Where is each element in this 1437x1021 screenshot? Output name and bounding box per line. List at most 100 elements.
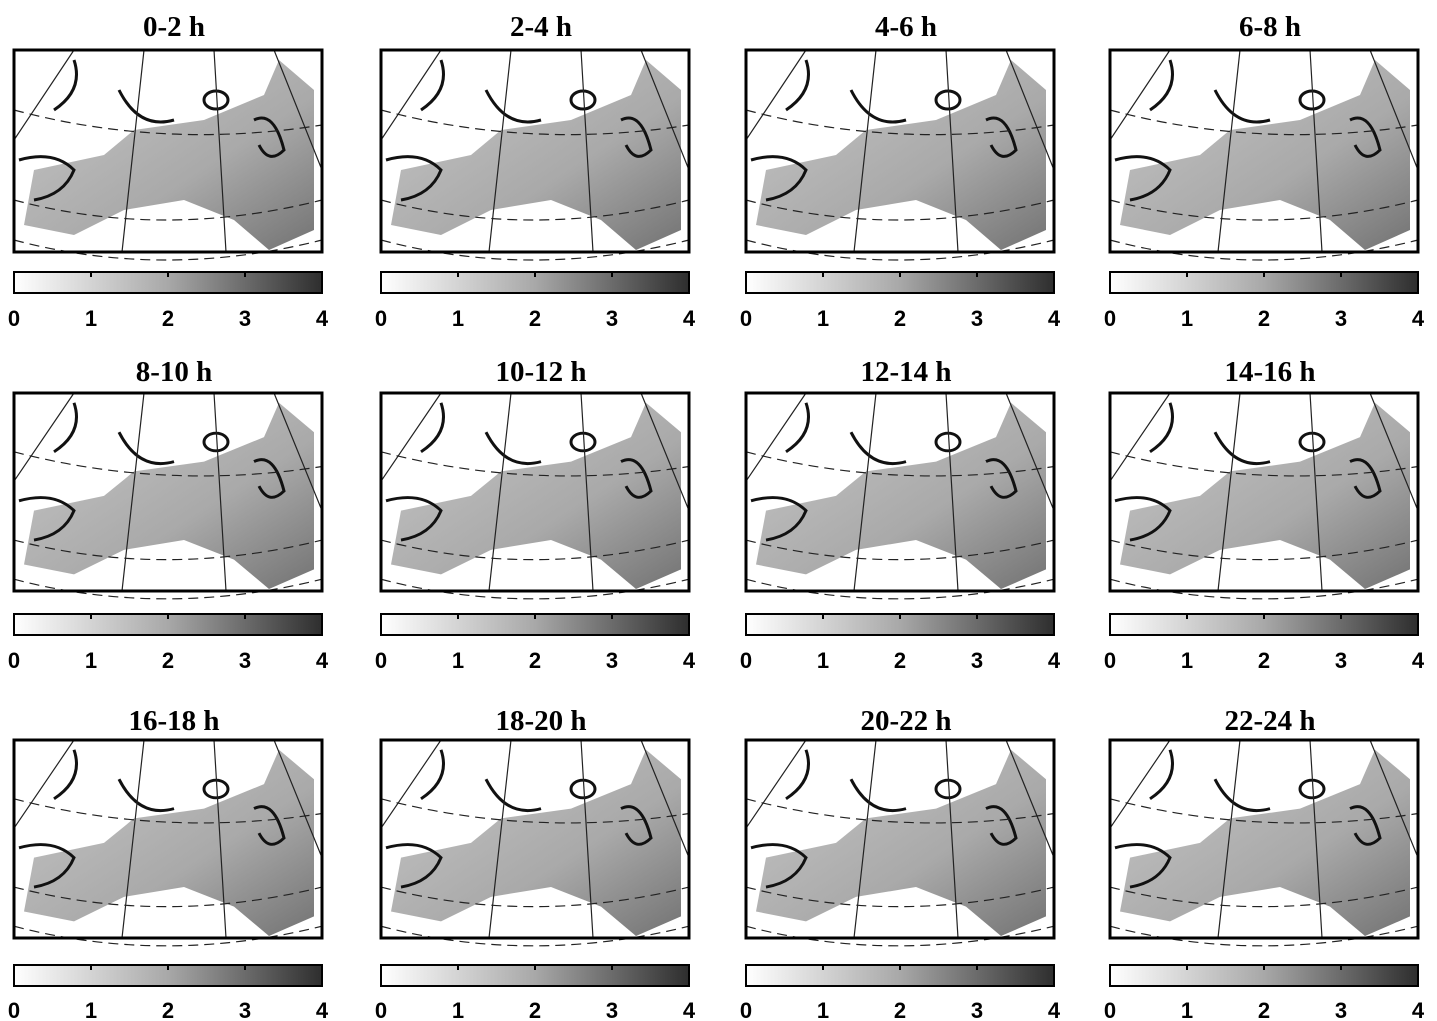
colorbar-tick-label: 0 <box>740 306 752 331</box>
map <box>14 740 322 947</box>
colorbar-tick-label: 0 <box>8 648 20 673</box>
colorbar-tick-label: 3 <box>971 648 983 673</box>
colorbar-tick-label: 0 <box>375 306 387 331</box>
map-frame <box>381 50 689 252</box>
colorbar-tick-label: 4 <box>1412 306 1425 331</box>
map <box>1109 739 1419 947</box>
lat-lines <box>1109 798 1419 947</box>
coastline <box>750 402 1018 542</box>
panel-title: 0-2 h <box>143 11 205 43</box>
map <box>13 392 323 600</box>
colorbar-tick-label: 1 <box>452 306 464 331</box>
coastline <box>385 749 653 889</box>
lat-lines <box>380 451 690 600</box>
coastline <box>1114 749 1382 889</box>
colorbar-tick-label: 2 <box>529 648 541 673</box>
map-frame <box>1110 50 1418 252</box>
colorbar-tick-label: 3 <box>1335 998 1347 1021</box>
panel-title: 12-14 h <box>860 356 951 388</box>
colorbar-tick-label: 1 <box>817 648 829 673</box>
panel: 12-14 h 0 1 2 3 4 <box>740 356 1061 673</box>
shaded-field <box>1120 60 1410 250</box>
colorbar-tick-label: 2 <box>162 306 174 331</box>
map <box>745 740 1055 947</box>
panel: 18-20 h 0 1 2 3 4 <box>375 705 696 1021</box>
meridians <box>13 49 323 253</box>
colorbar-tick-label: 4 <box>1048 648 1061 673</box>
colorbar-tick-label: 0 <box>1104 306 1116 331</box>
coastline <box>750 749 1018 889</box>
colorbar-tick-label: 3 <box>1335 648 1347 673</box>
panel-title: 2-4 h <box>510 11 572 43</box>
colorbar-tick-label: 0 <box>8 306 20 331</box>
map <box>381 740 689 947</box>
map-frame <box>746 50 1054 252</box>
meridians <box>745 49 1055 253</box>
shaded-field <box>1120 402 1410 590</box>
panel-title: 14-16 h <box>1224 356 1315 388</box>
lat-lines <box>13 451 323 600</box>
colorbar-tick-label: 0 <box>740 998 752 1021</box>
lat-lines <box>745 798 1055 947</box>
colorbar-tick-label: 1 <box>452 648 464 673</box>
colorbar-tick-label: 2 <box>1258 648 1270 673</box>
map-frame <box>1110 740 1418 938</box>
colorbar-tick-label: 1 <box>452 998 464 1021</box>
map <box>13 49 323 261</box>
coastline <box>385 59 653 202</box>
colorbar-tick-label: 4 <box>683 648 696 673</box>
shaded-field <box>1120 749 1410 937</box>
coastline <box>18 402 286 542</box>
panel: 2-4 h 0 1 2 3 4 <box>375 11 696 331</box>
colorbar-tick-label: 1 <box>817 306 829 331</box>
colorbar-tick-label: 0 <box>1104 648 1116 673</box>
colorbar-tick-label: 4 <box>316 306 329 331</box>
colorbar-tick-label: 3 <box>606 998 618 1021</box>
meridians <box>1109 392 1419 592</box>
colorbar-tick-label: 1 <box>817 998 829 1021</box>
panel: 6-8 h 0 1 2 3 4 <box>1104 11 1425 331</box>
panel: 16-18 h 0 1 2 3 4 <box>8 705 329 1021</box>
meridians <box>13 392 323 592</box>
colorbar-tick-label: 4 <box>683 306 696 331</box>
shaded-field <box>756 60 1046 250</box>
panel: 14-16 h 0 1 2 3 4 <box>1104 356 1425 673</box>
shaded-field <box>24 749 314 937</box>
colorbar-tick-label: 3 <box>971 306 983 331</box>
panel-title: 10-12 h <box>495 356 586 388</box>
colorbar-tick-label: 1 <box>1181 648 1193 673</box>
map-frame <box>14 393 322 591</box>
colorbar-tick-label: 1 <box>85 306 97 331</box>
colorbar-tick-label: 4 <box>1412 648 1425 673</box>
colorbar-tick-label: 0 <box>1104 998 1116 1021</box>
map <box>380 50 690 261</box>
panel-title: 8-10 h <box>136 356 213 388</box>
coastline <box>1114 402 1382 542</box>
colorbar-tick-label: 3 <box>971 998 983 1021</box>
colorbar-tick-label: 2 <box>1258 306 1270 331</box>
meridians <box>1109 739 1419 939</box>
coastline <box>18 59 286 202</box>
panel-title: 6-8 h <box>1239 11 1301 43</box>
map-frame <box>1110 393 1418 591</box>
colorbar-tick-label: 4 <box>316 648 329 673</box>
lat-lines <box>745 451 1055 600</box>
panel-title: 22-24 h <box>1224 705 1315 737</box>
colorbar-tick-label: 3 <box>239 648 251 673</box>
map <box>745 393 1055 600</box>
colorbar-tick-label: 4 <box>683 998 696 1021</box>
panel-title: 18-20 h <box>495 705 586 737</box>
colorbar-tick-label: 0 <box>375 998 387 1021</box>
map <box>1109 392 1419 600</box>
lat-lines <box>380 109 690 261</box>
panel: 0-2 h 0 1 2 3 4 <box>8 11 329 331</box>
colorbar-tick-label: 2 <box>162 998 174 1021</box>
colorbar-tick-label: 2 <box>894 998 906 1021</box>
map-frame <box>746 393 1054 591</box>
lat-lines <box>1109 109 1419 261</box>
panel: 22-24 h 0 1 2 3 4 <box>1104 705 1425 1021</box>
map-frame <box>14 50 322 252</box>
map-frame <box>381 740 689 938</box>
meridians <box>380 392 690 592</box>
